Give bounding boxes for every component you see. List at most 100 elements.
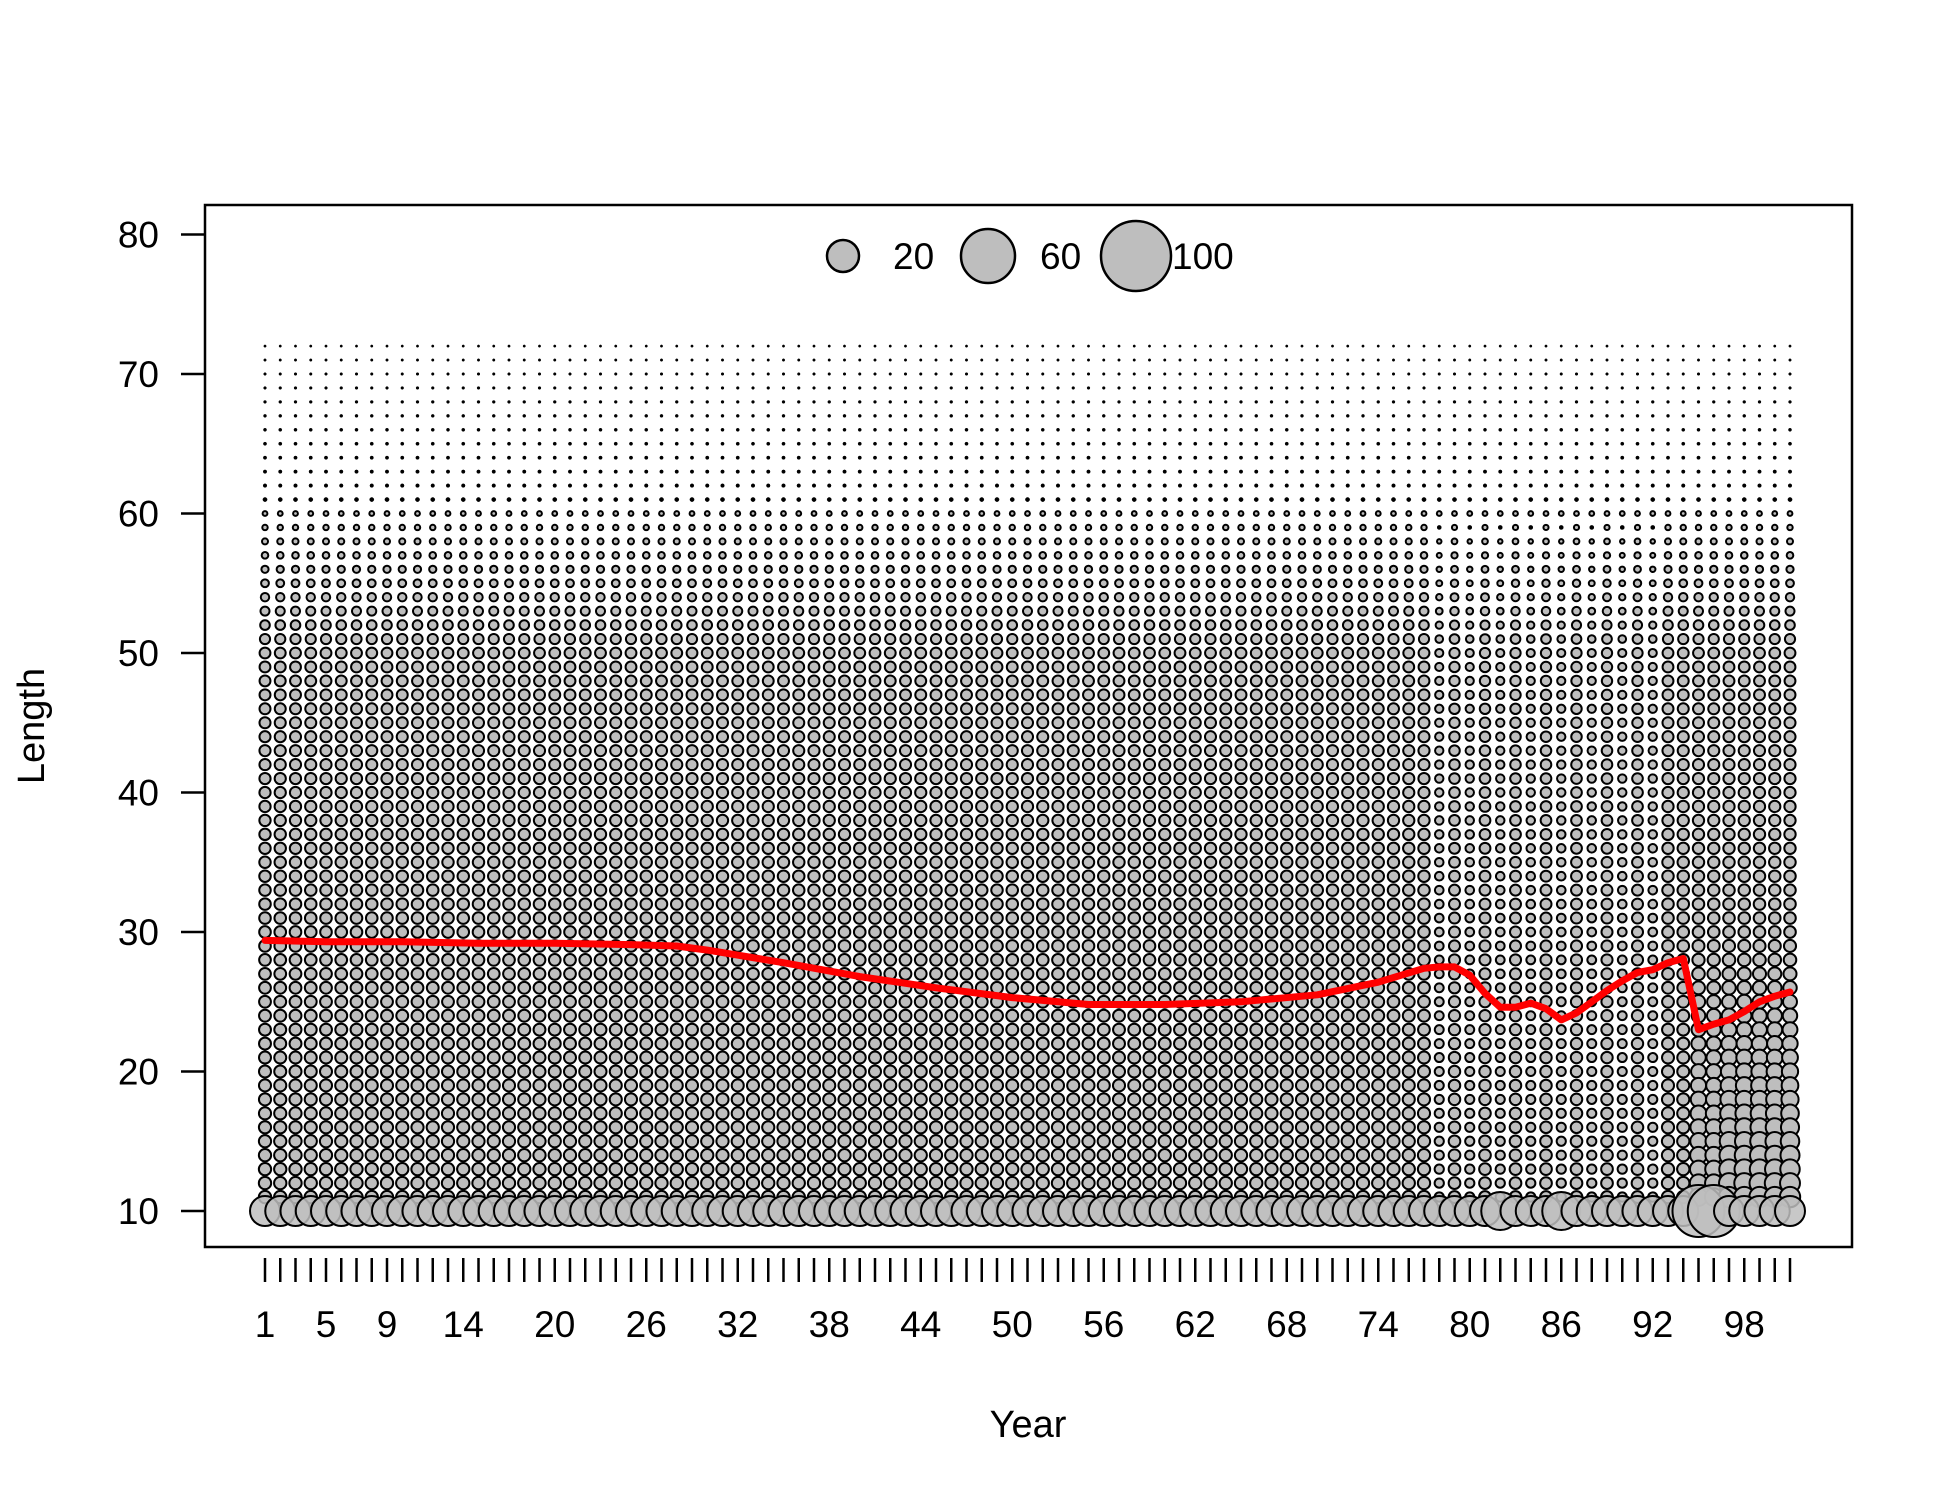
- bubble: [1113, 619, 1125, 631]
- bubble: [624, 925, 638, 939]
- bubble: [1569, 995, 1584, 1009]
- bubble: [334, 688, 348, 702]
- bubble: [400, 455, 405, 460]
- bubble: [624, 730, 638, 744]
- bubble: [426, 619, 439, 631]
- bubble: [1722, 897, 1736, 911]
- bubble: [1386, 799, 1401, 814]
- bubble: [1402, 785, 1416, 800]
- bubble: [502, 771, 516, 786]
- bubble: [1279, 980, 1294, 995]
- bubble: [1361, 372, 1365, 376]
- bubble: [868, 799, 882, 814]
- bubble: [1631, 758, 1644, 771]
- bubble: [398, 510, 406, 517]
- bubble: [1681, 427, 1686, 432]
- bubble: [822, 688, 836, 702]
- bubble: [1605, 455, 1609, 460]
- bubble: [808, 619, 820, 631]
- bubble: [898, 827, 913, 842]
- bubble: [552, 427, 557, 432]
- bubble: [1254, 358, 1258, 362]
- bubble: [669, 1008, 684, 1023]
- bubble: [1604, 483, 1610, 488]
- bubble: [278, 358, 282, 362]
- bubble: [1544, 372, 1548, 376]
- bubble: [532, 1008, 547, 1023]
- bubble: [334, 1008, 349, 1023]
- bubble: [1035, 953, 1050, 967]
- bubble: [350, 702, 363, 716]
- bubble: [1691, 855, 1706, 869]
- bubble: [273, 994, 288, 1009]
- bubble: [1204, 646, 1217, 660]
- bubble: [319, 702, 333, 716]
- bubble: [319, 744, 333, 758]
- bubble: [1160, 551, 1170, 560]
- bubble: [365, 799, 379, 814]
- bubble: [629, 358, 633, 362]
- bubble: [781, 455, 786, 460]
- bubble: [537, 400, 542, 404]
- bubble: [1605, 400, 1609, 404]
- bubble: [685, 925, 699, 939]
- bubble: [914, 646, 928, 660]
- bubble: [929, 813, 943, 828]
- bubble: [670, 702, 684, 716]
- bubble: [1340, 966, 1355, 981]
- bubble: [751, 344, 755, 348]
- bubble: [1208, 386, 1213, 390]
- bubble: [659, 469, 664, 474]
- bubble: [1691, 869, 1706, 883]
- bubble: [1300, 427, 1304, 432]
- bubble: [1722, 827, 1736, 842]
- bubble: [1391, 386, 1396, 390]
- bubble: [365, 785, 379, 800]
- bubble: [1539, 841, 1553, 855]
- bubble: [352, 537, 361, 546]
- bubble: [553, 400, 557, 404]
- bubble: [1386, 785, 1401, 800]
- bubble: [1434, 759, 1445, 770]
- bubble: [1325, 1008, 1340, 1023]
- bubble: [1707, 785, 1721, 800]
- bubble: [563, 758, 577, 772]
- bubble: [781, 400, 786, 404]
- bubble: [1178, 414, 1182, 418]
- bubble: [1619, 497, 1625, 502]
- bubble: [1130, 523, 1138, 532]
- bubble: [1117, 400, 1121, 404]
- bubble: [1586, 801, 1597, 812]
- bubble: [1468, 372, 1472, 376]
- bubble: [1498, 372, 1502, 376]
- bubble: [400, 358, 404, 362]
- bubble: [1102, 386, 1106, 390]
- bubble: [395, 716, 409, 730]
- bubble: [476, 400, 481, 404]
- bubble: [1285, 358, 1289, 362]
- bubble: [1189, 632, 1202, 646]
- bubble: [1559, 358, 1563, 362]
- bubble: [532, 785, 547, 800]
- bubble: [1572, 537, 1581, 546]
- bubble: [1605, 441, 1609, 446]
- bubble: [426, 855, 440, 869]
- bubble: [1265, 619, 1278, 631]
- bubble: [765, 497, 771, 502]
- bubble: [1036, 758, 1050, 772]
- bubble: [1189, 605, 1201, 617]
- bubble: [566, 510, 574, 517]
- bubble: [446, 386, 450, 390]
- bubble: [1692, 632, 1705, 646]
- bubble: [488, 592, 499, 603]
- bubble: [1295, 911, 1309, 925]
- bubble: [898, 1022, 913, 1037]
- bubble: [1727, 344, 1731, 348]
- bubble: [354, 358, 359, 362]
- bubble: [1527, 551, 1535, 559]
- bubble: [609, 646, 623, 660]
- bubble: [502, 799, 516, 814]
- bubble: [1071, 400, 1075, 404]
- bubble: [807, 646, 821, 660]
- bubble: [716, 688, 729, 702]
